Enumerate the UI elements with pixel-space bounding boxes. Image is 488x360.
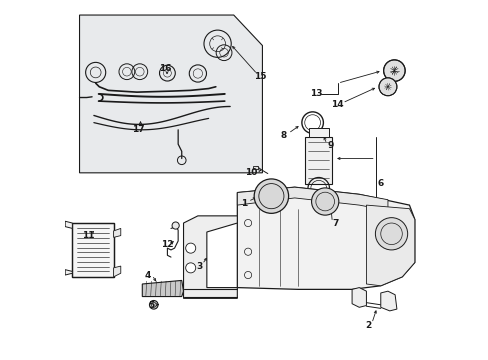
- Text: 14: 14: [331, 100, 344, 109]
- Text: 12: 12: [161, 240, 173, 249]
- Circle shape: [311, 188, 338, 215]
- Text: 16: 16: [159, 64, 171, 73]
- Bar: [253, 166, 257, 169]
- Circle shape: [375, 218, 407, 250]
- Text: 10: 10: [245, 168, 257, 177]
- Polygon shape: [183, 216, 237, 298]
- Circle shape: [185, 243, 195, 253]
- Circle shape: [317, 129, 328, 139]
- Polygon shape: [80, 15, 262, 173]
- Circle shape: [254, 179, 288, 213]
- Bar: [305, 137, 332, 184]
- Text: 6: 6: [377, 179, 383, 188]
- Text: 15: 15: [254, 72, 266, 81]
- Polygon shape: [380, 291, 396, 311]
- Circle shape: [185, 263, 195, 273]
- Bar: [72, 223, 113, 277]
- Text: 8: 8: [280, 131, 286, 140]
- Text: 5: 5: [148, 301, 154, 310]
- Polygon shape: [351, 288, 366, 307]
- Polygon shape: [113, 228, 121, 237]
- Text: 3: 3: [196, 262, 203, 271]
- Text: 9: 9: [326, 141, 333, 150]
- Text: 17: 17: [132, 125, 145, 134]
- Bar: [320, 131, 325, 137]
- Text: 1: 1: [241, 199, 247, 208]
- Bar: [308, 128, 328, 137]
- Polygon shape: [366, 205, 414, 286]
- Circle shape: [383, 60, 405, 81]
- Text: 13: 13: [309, 89, 322, 98]
- Polygon shape: [65, 270, 72, 275]
- Circle shape: [378, 78, 396, 96]
- Circle shape: [172, 222, 179, 229]
- Polygon shape: [65, 221, 72, 228]
- Polygon shape: [113, 266, 121, 277]
- Bar: [72, 223, 113, 277]
- Polygon shape: [142, 280, 183, 297]
- Text: 4: 4: [144, 270, 151, 279]
- Text: 7: 7: [332, 219, 339, 228]
- Polygon shape: [237, 187, 414, 289]
- Text: 2: 2: [365, 321, 370, 330]
- Text: 11: 11: [82, 231, 95, 240]
- Polygon shape: [237, 187, 387, 211]
- Circle shape: [149, 301, 158, 309]
